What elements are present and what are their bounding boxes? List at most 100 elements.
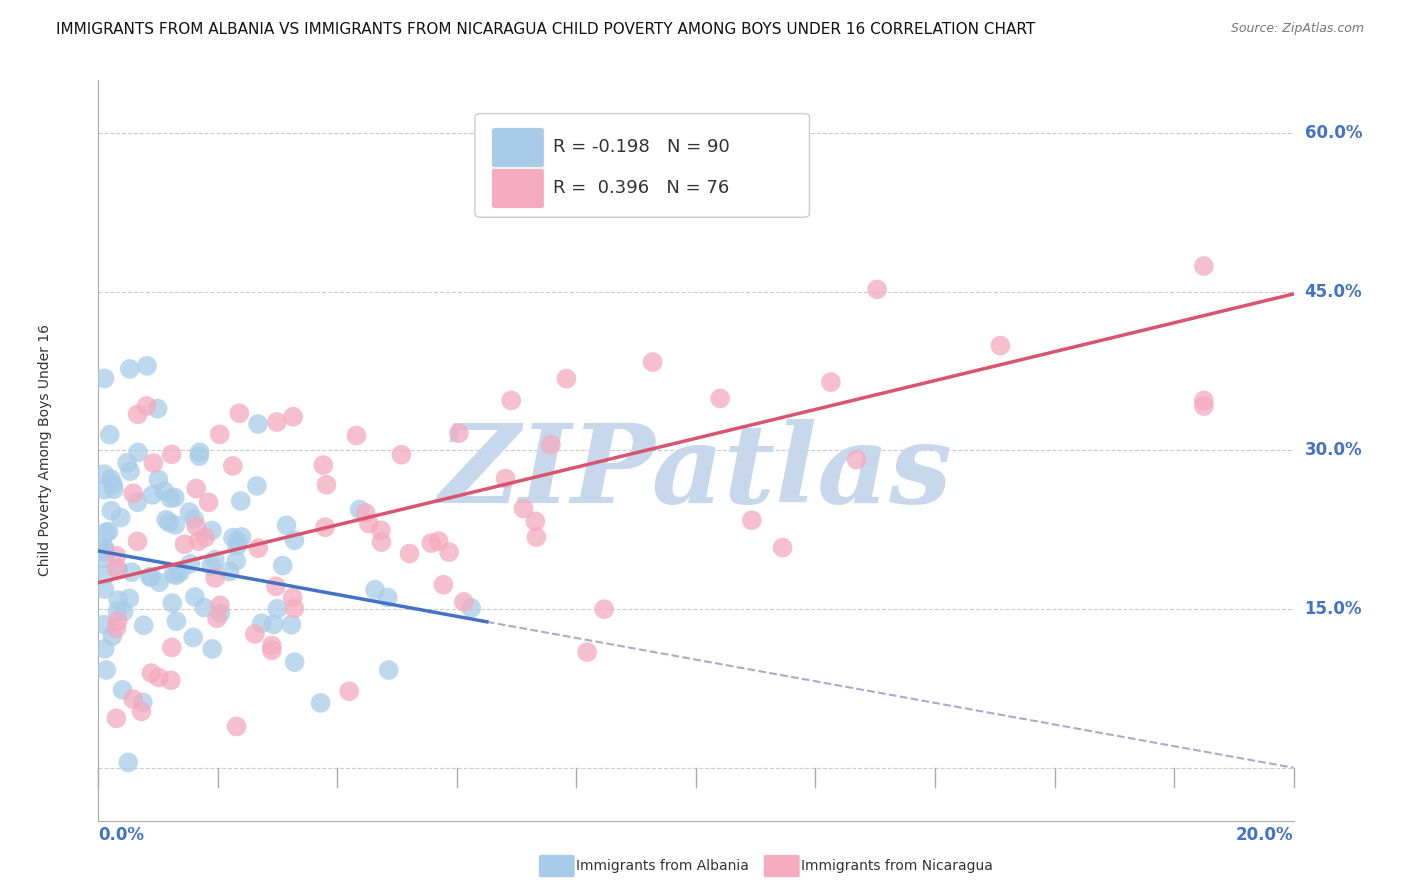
Text: ZIPatlas: ZIPatlas [439, 419, 953, 526]
Point [107, 604, 129, 618]
Point [266, 415, 288, 429]
Point [1192, 259, 1215, 273]
Point [820, 375, 842, 389]
Point [501, 393, 523, 408]
Point [107, 614, 129, 628]
Point [337, 684, 360, 698]
Point [96, 566, 118, 581]
Point [165, 518, 187, 533]
Point [772, 541, 794, 555]
Point [111, 682, 134, 697]
Point [225, 554, 247, 568]
Point [188, 449, 211, 463]
Point [312, 458, 335, 472]
Point [524, 530, 547, 544]
Text: Immigrants from Nicaragua: Immigrants from Nicaragua [801, 859, 993, 873]
Point [181, 631, 204, 645]
Point [741, 513, 763, 527]
Point [136, 359, 159, 373]
Point [115, 456, 138, 470]
Point [169, 565, 191, 579]
Point [540, 438, 562, 452]
Point [110, 510, 132, 524]
Point [218, 565, 240, 579]
Point [139, 570, 162, 584]
Point [208, 427, 231, 442]
Point [187, 534, 209, 549]
Point [186, 482, 208, 496]
Point [186, 519, 208, 533]
Point [222, 531, 245, 545]
Point [260, 643, 283, 657]
Point [127, 534, 149, 549]
FancyBboxPatch shape [492, 169, 544, 209]
Point [271, 558, 294, 573]
Point [641, 355, 664, 369]
FancyBboxPatch shape [492, 128, 544, 168]
Point [283, 409, 305, 424]
Point [127, 445, 149, 459]
Point [93, 541, 115, 556]
Point [121, 565, 143, 579]
Point [163, 566, 186, 581]
Point [263, 617, 285, 632]
Point [283, 533, 305, 548]
Point [127, 407, 149, 421]
Point [226, 533, 249, 548]
Point [131, 705, 153, 719]
Point [349, 502, 371, 516]
Text: 30.0%: 30.0% [1305, 442, 1362, 459]
Point [142, 456, 165, 470]
Point [200, 558, 222, 573]
Point [427, 534, 450, 549]
Point [105, 711, 128, 725]
Text: 20.0%: 20.0% [1236, 826, 1294, 844]
Point [93, 582, 115, 596]
Point [315, 477, 337, 491]
Point [117, 756, 139, 770]
Point [197, 495, 219, 509]
Point [132, 695, 155, 709]
Point [420, 536, 443, 550]
Point [201, 642, 224, 657]
Point [205, 611, 228, 625]
Point [555, 371, 578, 385]
Text: Immigrants from Albania: Immigrants from Albania [576, 859, 749, 873]
Point [148, 670, 170, 684]
Point [118, 362, 141, 376]
Point [93, 371, 115, 385]
Point [201, 524, 224, 538]
Point [157, 516, 180, 530]
Text: Child Poverty Among Boys Under 16: Child Poverty Among Boys Under 16 [38, 325, 52, 576]
Point [103, 482, 125, 496]
Point [179, 505, 201, 519]
Point [184, 590, 207, 604]
Point [209, 606, 232, 620]
Point [460, 601, 482, 615]
Point [179, 557, 201, 571]
Text: 45.0%: 45.0% [1305, 283, 1362, 301]
Point [354, 506, 377, 520]
Point [247, 541, 270, 556]
Point [165, 568, 187, 582]
Point [280, 617, 302, 632]
Text: 60.0%: 60.0% [1305, 124, 1362, 142]
Point [159, 491, 181, 505]
Point [93, 641, 115, 656]
Point [1192, 393, 1215, 408]
Text: R = -0.198   N = 90: R = -0.198 N = 90 [553, 138, 730, 156]
Point [118, 591, 141, 606]
Point [512, 501, 534, 516]
Point [377, 663, 399, 677]
Point [432, 578, 454, 592]
Point [357, 516, 380, 531]
Point [122, 486, 145, 500]
Point [845, 452, 868, 467]
Point [243, 627, 266, 641]
Point [222, 458, 245, 473]
Point [264, 579, 287, 593]
Point [208, 599, 231, 613]
Point [93, 545, 115, 559]
Point [100, 472, 122, 486]
Point [389, 448, 412, 462]
